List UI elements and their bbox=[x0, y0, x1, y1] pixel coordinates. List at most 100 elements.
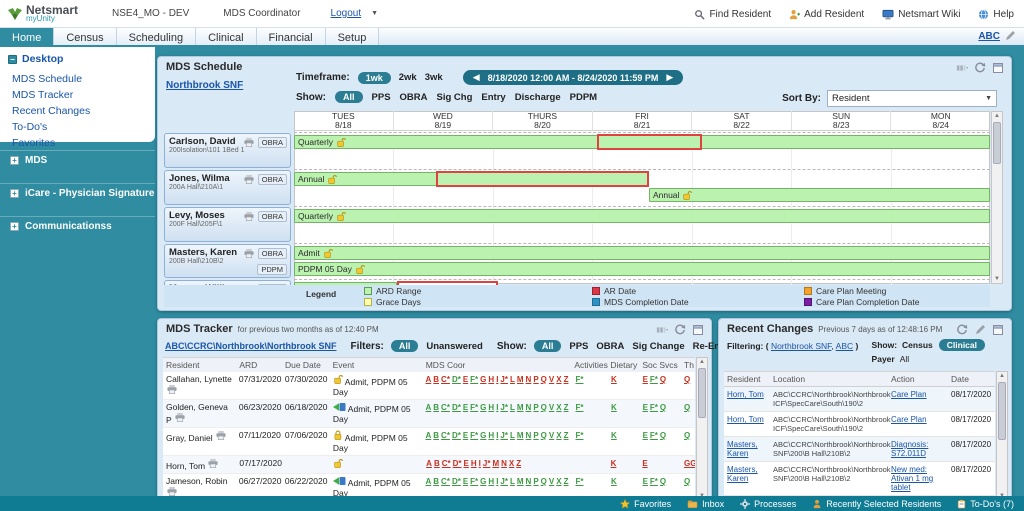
show-filter-obra[interactable]: OBRA bbox=[399, 91, 428, 103]
scroll-up-icon[interactable]: ▲ bbox=[994, 113, 1000, 119]
column-header-resident[interactable]: Resident bbox=[166, 360, 200, 370]
statusbar-to-do-s-7[interactable]: To-Do's (7) bbox=[957, 499, 1014, 509]
section-letter-link[interactable]: Q bbox=[540, 431, 547, 440]
header-action-netsmart-wiki[interactable]: Netsmart Wiki bbox=[882, 9, 960, 20]
section-letter-link[interactable]: Z bbox=[563, 375, 569, 384]
section-letter-link[interactable]: J* bbox=[482, 459, 491, 468]
sidebar-item-recent-changes[interactable]: Recent Changes bbox=[12, 105, 91, 117]
section-letter-link[interactable]: J* bbox=[500, 477, 508, 486]
tab-scheduling[interactable]: Scheduling bbox=[116, 28, 197, 45]
section-letter-link[interactable]: L bbox=[509, 477, 515, 486]
tab-census[interactable]: Census bbox=[54, 28, 117, 45]
column-header-activities[interactable]: Activities bbox=[574, 360, 608, 370]
sidebar-desktop-toggle[interactable]: − Desktop bbox=[8, 53, 147, 65]
section-letter-link[interactable]: M bbox=[492, 459, 500, 468]
columns-options-icon[interactable] bbox=[956, 62, 968, 74]
section-letter-link[interactable]: P bbox=[533, 375, 539, 384]
next-week-icon[interactable]: ▶ bbox=[666, 72, 674, 82]
section-letter-link[interactable]: Q bbox=[659, 375, 667, 384]
ar-date-range[interactable] bbox=[397, 281, 498, 286]
section-letter-link[interactable]: J* bbox=[500, 375, 508, 384]
recent-scrollbar[interactable]: ▲ ▼ bbox=[996, 371, 1008, 501]
section-letter-link[interactable]: G bbox=[480, 477, 487, 486]
show-filter-pps[interactable]: PPS bbox=[371, 91, 391, 103]
header-action-find-resident[interactable]: Find Resident bbox=[694, 9, 771, 20]
section-letter-link[interactable]: F* bbox=[470, 477, 479, 486]
section-letter-link[interactable]: P bbox=[533, 477, 539, 486]
section-letter-link[interactable]: A bbox=[425, 477, 432, 486]
section-letter-link[interactable]: D* bbox=[451, 403, 461, 412]
section-letter-link[interactable]: A bbox=[425, 403, 432, 412]
maximize-icon[interactable] bbox=[992, 324, 1004, 336]
expand-icon[interactable]: + bbox=[10, 156, 19, 165]
timeframe-1wk[interactable]: 1wk bbox=[357, 71, 391, 84]
section-letter-link[interactable]: A bbox=[425, 431, 432, 440]
ar-date-range[interactable] bbox=[597, 134, 702, 150]
section-letter-link[interactable]: F* bbox=[575, 403, 584, 412]
collapse-icon[interactable]: − bbox=[8, 54, 17, 64]
section-letter-link[interactable]: H bbox=[488, 375, 495, 384]
section-letter-link[interactable]: E bbox=[642, 459, 648, 468]
section-letter-link[interactable]: Q bbox=[659, 403, 667, 412]
section-letter-link[interactable]: V bbox=[548, 403, 555, 412]
section-letter-link[interactable]: H bbox=[470, 459, 477, 468]
section-letter-link[interactable]: X bbox=[556, 403, 562, 412]
column-header-mds-coor[interactable]: MDS Coor bbox=[425, 360, 466, 370]
statusbar-inbox[interactable]: Inbox bbox=[687, 499, 724, 509]
section-letter-link[interactable]: V bbox=[548, 375, 555, 384]
section-letter-link[interactable]: K bbox=[611, 375, 617, 384]
section-letter-link[interactable]: F* bbox=[649, 403, 658, 412]
section-letter-link[interactable]: C* bbox=[441, 459, 451, 468]
section-letter-link[interactable]: N bbox=[501, 459, 507, 468]
prev-week-icon[interactable]: ◀ bbox=[472, 72, 480, 82]
section-letter-link[interactable]: GG bbox=[684, 459, 695, 468]
resident-card-jones-wilma[interactable]: Jones, Wilma 200A Hall\210A\1 OBRA bbox=[164, 170, 291, 205]
tracker-show-all[interactable]: All bbox=[533, 340, 562, 352]
show-filter-sig-chg[interactable]: Sig Chg bbox=[436, 91, 473, 103]
section-letter-link[interactable]: E bbox=[642, 477, 648, 486]
tracker-show-sig-change[interactable]: Sig Change bbox=[632, 340, 685, 352]
section-letter-link[interactable]: K bbox=[611, 477, 617, 486]
section-letter-link[interactable]: D* bbox=[451, 477, 461, 486]
section-letter-link[interactable]: Q bbox=[684, 403, 691, 412]
section-letter-link[interactable]: N bbox=[525, 375, 532, 384]
column-header-th[interactable]: Th bbox=[684, 360, 694, 370]
section-letter-link[interactable]: A bbox=[426, 459, 432, 468]
schedule-facility-link[interactable]: Northbrook SNF bbox=[166, 80, 244, 91]
section-letter-link[interactable]: X bbox=[556, 431, 562, 440]
statusbar-processes[interactable]: Processes bbox=[740, 498, 796, 509]
resident-link[interactable]: Masters, Karen bbox=[727, 465, 758, 483]
date-range-control[interactable]: ◀ 8/18/2020 12:00 AM - 8/24/2020 11:59 P… bbox=[462, 70, 684, 85]
print-icon[interactable] bbox=[166, 486, 178, 497]
tracker-resident[interactable]: Gray, Daniel bbox=[163, 428, 236, 455]
filtering-link-abc[interactable]: ABC bbox=[835, 341, 854, 351]
recent-show-clinical[interactable]: Clinical bbox=[938, 339, 985, 351]
section-letter-link[interactable]: E bbox=[462, 375, 469, 384]
section-letter-link[interactable]: M bbox=[516, 431, 524, 440]
column-header-location[interactable]: Location bbox=[773, 374, 806, 384]
section-letter-link[interactable]: E bbox=[642, 431, 648, 440]
statusbar-favorites[interactable]: Favorites bbox=[620, 498, 671, 509]
recent-show-census[interactable]: Census bbox=[902, 340, 933, 350]
print-icon[interactable] bbox=[243, 248, 255, 259]
section-letter-link[interactable]: V bbox=[548, 477, 555, 486]
refresh-icon[interactable] bbox=[974, 62, 986, 74]
section-letter-link[interactable]: Q bbox=[659, 477, 667, 486]
print-icon[interactable] bbox=[166, 384, 178, 395]
tab-setup[interactable]: Setup bbox=[325, 28, 380, 45]
user-menu-caret-icon[interactable]: ▼ bbox=[371, 10, 379, 17]
tracker-resident[interactable]: Callahan, Lynette bbox=[163, 372, 236, 399]
sort-by-select[interactable]: Resident ▼ bbox=[827, 90, 997, 107]
scroll-up-icon[interactable]: ▲ bbox=[699, 359, 705, 365]
section-letter-link[interactable]: V bbox=[548, 431, 555, 440]
tracker-show-re-entry[interactable]: Re-Entry bbox=[692, 340, 733, 352]
schedule-scrollbar[interactable]: ▲ ▼ bbox=[991, 111, 1003, 284]
column-header-date[interactable]: Date bbox=[951, 374, 969, 384]
resident-link[interactable]: Masters, Karen bbox=[727, 440, 758, 458]
print-icon[interactable] bbox=[243, 137, 255, 148]
section-letter-link[interactable]: I bbox=[496, 431, 499, 440]
section-letter-link[interactable]: B bbox=[433, 403, 440, 412]
section-letter-link[interactable]: Q bbox=[659, 431, 667, 440]
assessment-bar-quarterly[interactable]: Quarterly bbox=[294, 209, 990, 223]
tracker-resident[interactable]: Horn, Tom bbox=[163, 456, 236, 473]
